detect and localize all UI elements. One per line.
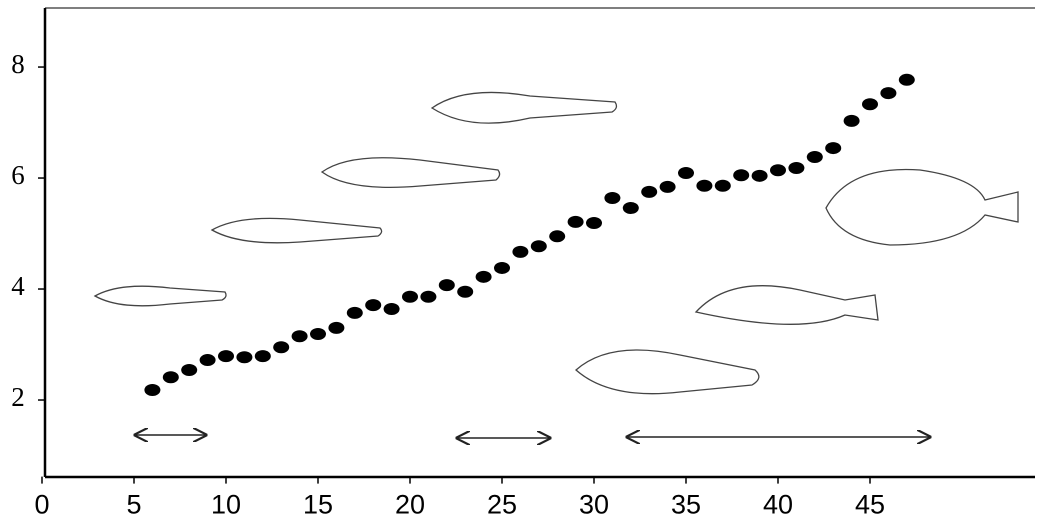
y-tick-label: 6 (11, 160, 25, 190)
data-point (310, 327, 326, 340)
data-point (862, 98, 878, 111)
larva-illustrations (93, 91, 1019, 395)
data-point (273, 341, 290, 354)
data-point (622, 202, 639, 215)
data-point (843, 114, 860, 127)
x-tick-label: 30 (579, 490, 609, 520)
data-point (788, 162, 805, 175)
data-point (898, 73, 915, 86)
x-tick-label: 5 (126, 490, 141, 520)
x-tick-label: 20 (395, 490, 425, 520)
x-tick-label: 15 (303, 490, 333, 520)
y-tick-label: 2 (11, 382, 25, 412)
data-point (420, 290, 437, 303)
data-point (254, 350, 271, 363)
data-point (696, 179, 713, 192)
data-point (751, 169, 768, 182)
data-point (438, 279, 455, 292)
x-tick-label: 25 (487, 490, 517, 520)
data-point (199, 354, 216, 367)
data-point (494, 261, 510, 274)
data-point (512, 245, 529, 258)
data-point (236, 351, 253, 364)
data-point (567, 215, 584, 228)
data-point (162, 371, 179, 384)
data-point (181, 364, 198, 377)
data-point (604, 192, 621, 205)
y-tick-label: 4 (11, 271, 25, 301)
data-point (402, 290, 418, 303)
x-tick-label: 40 (763, 490, 793, 520)
x-tick-label: 0 (34, 490, 49, 520)
data-point (549, 230, 566, 243)
data-point (475, 270, 492, 283)
data-point (291, 330, 308, 343)
data-point (383, 303, 400, 316)
data-point (346, 306, 363, 319)
data-point (880, 87, 897, 100)
data-point (530, 240, 547, 253)
data-point (806, 150, 823, 163)
x-tick-label: 35 (671, 490, 701, 520)
x-tick-label: 10 (211, 490, 241, 520)
data-point (714, 179, 731, 192)
data-point (641, 185, 658, 198)
data-point (586, 216, 602, 229)
data-point (365, 299, 382, 312)
data-point (218, 350, 234, 363)
data-point (144, 384, 161, 397)
data-point (659, 180, 676, 193)
range-arrows (135, 435, 930, 438)
data-point (457, 285, 474, 298)
data-point (825, 142, 842, 155)
data-point (678, 167, 694, 180)
data-point (328, 321, 345, 334)
x-tick-label: 45 (855, 490, 885, 520)
data-point (733, 169, 750, 182)
y-tick-label: 8 (11, 49, 25, 79)
data-point (770, 164, 786, 177)
